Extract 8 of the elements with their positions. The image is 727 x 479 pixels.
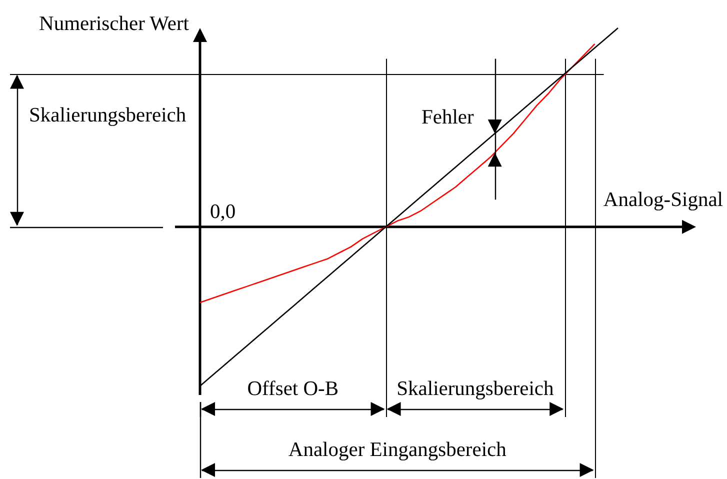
annotation: 0,0: [210, 200, 236, 223]
annotation: Offset O-B: [247, 378, 339, 400]
text: Analoger Eingangsbereich: [288, 439, 506, 461]
x-axis-title: Analog-Signal: [603, 188, 724, 211]
text: Skalierungsbereich: [29, 104, 186, 127]
annotation: Skalierungsbereich: [396, 378, 554, 400]
annotation: Fehler: [421, 106, 474, 128]
y-axis-title: Numerischer Wert: [39, 13, 190, 35]
